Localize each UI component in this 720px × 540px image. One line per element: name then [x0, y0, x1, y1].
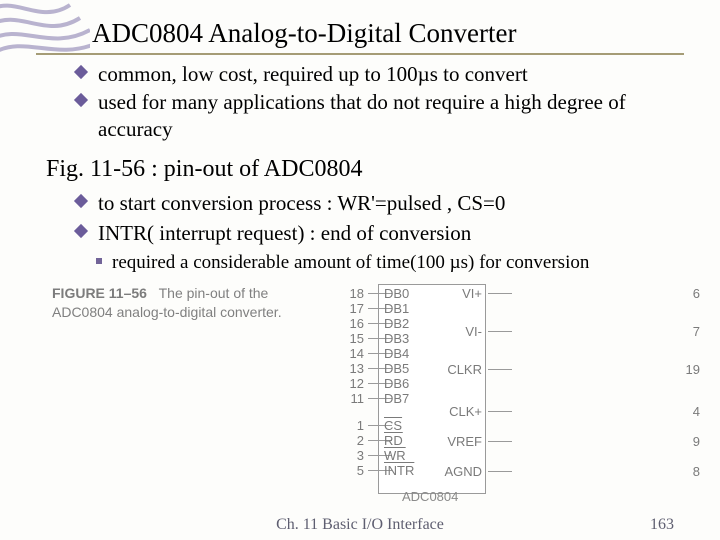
- bullet-item: required a considerable amount of time(1…: [96, 251, 684, 276]
- bullet-item: common, low cost, required up to 100µs t…: [76, 61, 684, 87]
- slide-title: ADC0804 Analog-to-Digital Converter: [36, 18, 684, 55]
- pinout-figure: FIGURE 11–56 The pin-out of the ADC0804 …: [52, 284, 682, 502]
- pin-right: 7: [488, 324, 708, 339]
- pin-label: WR: [384, 448, 406, 463]
- figure-caption: FIGURE 11–56 The pin-out of the ADC0804 …: [52, 284, 312, 322]
- pin-label: INTR: [384, 463, 414, 478]
- slide-content: ADC0804 Analog-to-Digital Converter comm…: [0, 0, 720, 276]
- pin-right: 19: [488, 362, 708, 377]
- figure-heading: Fig. 11-56 : pin-out of ADC0804: [46, 156, 684, 183]
- subsub-bullets: required a considerable amount of time(1…: [36, 251, 684, 276]
- pin-label: DB4: [384, 346, 409, 361]
- chip-name: ADC0804: [402, 489, 458, 504]
- pin-label: VREF: [438, 434, 482, 449]
- footer-text: Ch. 11 Basic I/O Interface: [0, 516, 720, 534]
- pin-right: 4: [488, 404, 708, 419]
- pin-label: DB3: [384, 331, 409, 346]
- pin-label: DB7: [384, 391, 409, 406]
- pin-right: 9: [488, 434, 708, 449]
- pin-right: 6: [488, 286, 708, 301]
- pin-label: CLKR: [438, 362, 482, 377]
- pin-right: 8: [488, 464, 708, 479]
- pin-label: AGND: [438, 464, 482, 479]
- pin-label: DB6: [384, 376, 409, 391]
- top-bullets: common, low cost, required up to 100µs t…: [36, 61, 684, 142]
- pin-label: DB5: [384, 361, 409, 376]
- pin-label: VI-: [442, 324, 482, 339]
- pin-label: DB1: [384, 301, 409, 316]
- bullet-item: used for many applications that do not r…: [76, 89, 684, 142]
- page-number: 163: [650, 516, 674, 534]
- pin-label: DB0: [384, 286, 409, 301]
- bullet-item: to start conversion process : WR'=pulsed…: [76, 189, 684, 217]
- pin-label: CLK+: [438, 404, 482, 419]
- sub-bullets: to start conversion process : WR'=pulsed…: [36, 189, 684, 248]
- pin-label: DB2: [384, 316, 409, 331]
- pin-label: RD: [384, 433, 403, 448]
- bullet-item: INTR( interrupt request) : end of conver…: [76, 219, 684, 247]
- figure-caption-label: FIGURE 11–56: [52, 285, 147, 301]
- pin-label: VI+: [442, 286, 482, 301]
- pin-label: CS: [384, 418, 402, 433]
